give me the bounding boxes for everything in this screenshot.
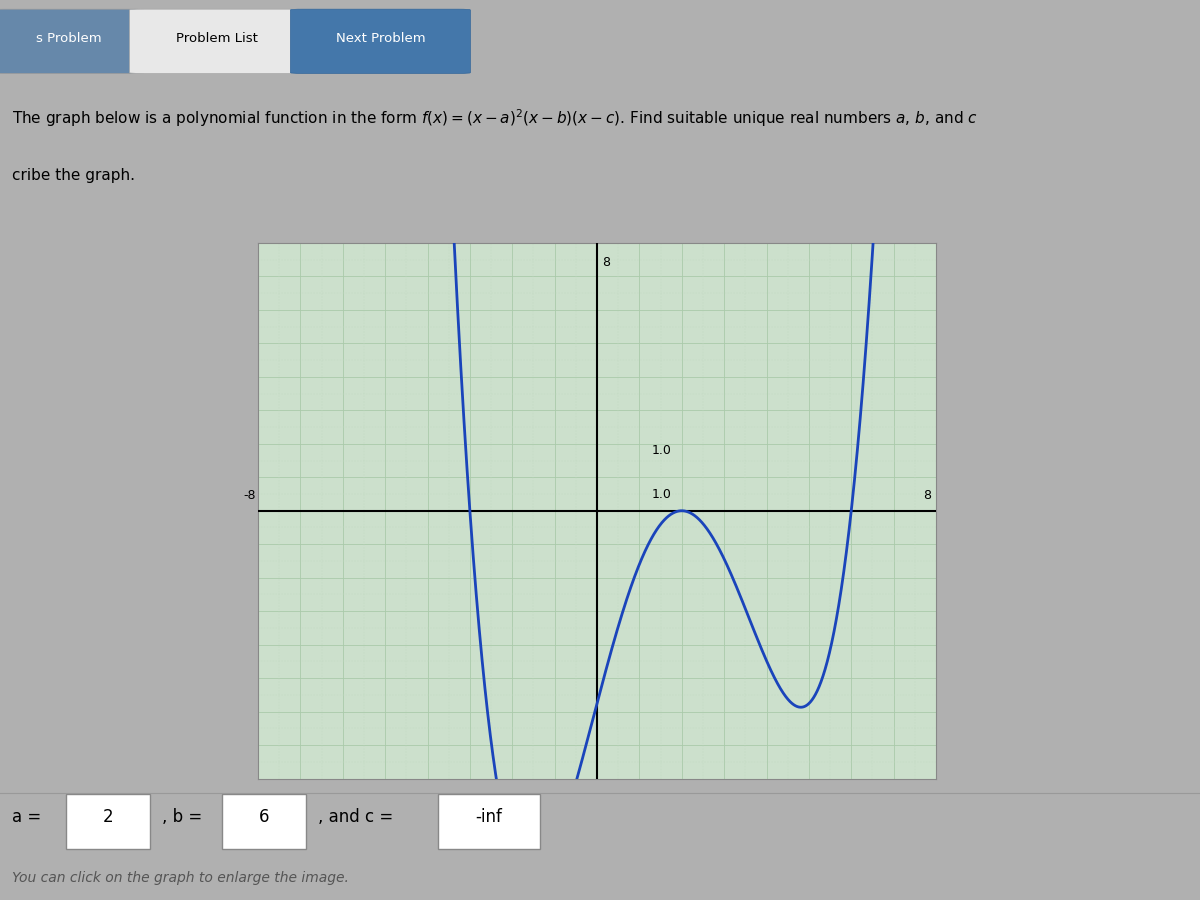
FancyBboxPatch shape [438,795,540,849]
Text: , b =: , b = [162,808,203,826]
Text: Next Problem: Next Problem [336,32,425,45]
Text: 1.0: 1.0 [652,444,672,457]
Text: 8: 8 [923,490,931,502]
Text: -8: -8 [244,490,256,502]
Text: 6: 6 [259,808,269,826]
Text: You can click on the graph to enlarge the image.: You can click on the graph to enlarge th… [12,871,349,885]
Text: The graph below is a polynomial function in the form $f(x) = (x-a)^2(x-b)(x-c)$.: The graph below is a polynomial function… [12,107,978,129]
Text: , and c =: , and c = [318,808,394,826]
FancyBboxPatch shape [290,9,470,74]
Text: 1.0: 1.0 [652,488,672,500]
FancyBboxPatch shape [0,9,144,74]
FancyBboxPatch shape [66,795,150,849]
Text: 2: 2 [103,808,113,826]
Text: cribe the graph.: cribe the graph. [12,167,134,183]
Text: a =: a = [12,808,41,826]
Text: -inf: -inf [475,808,502,826]
Text: Problem List: Problem List [175,32,258,45]
FancyBboxPatch shape [130,9,304,74]
Text: 8: 8 [602,256,610,269]
FancyBboxPatch shape [222,795,306,849]
Text: s Problem: s Problem [36,32,102,45]
